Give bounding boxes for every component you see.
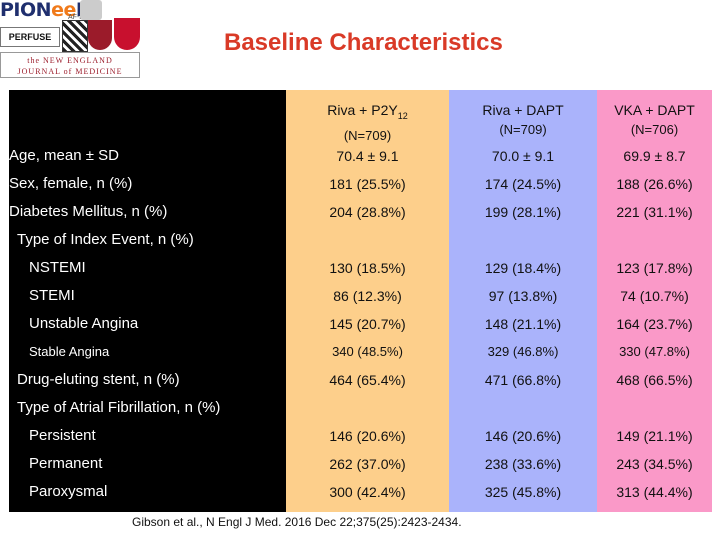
seal-logo [80,0,102,20]
cell: 129 (18.4%) [484,260,562,276]
cell: 130 (18.5%) [329,260,406,276]
cell: 148 (21.1%) [484,316,562,332]
table-row: Sex, female, n (%) 181 (25.5%) 174 (24.5… [9,174,712,194]
cell: 199 (28.1%) [484,204,562,220]
table-row: Age, mean ± SD 70.4 ± 9.1 70.0 ± 9.1 69.… [9,146,712,166]
citation: Gibson et al., N Engl J Med. 2016 Dec 22… [132,515,462,529]
cell: 164 (23.7%) [616,316,693,332]
cell: 313 (44.4%) [616,484,693,500]
table-row: Permanent 262 (37.0%) 238 (33.6%) 243 (3… [9,454,712,474]
column-riva-p2y12 [286,90,449,512]
table-row: Stable Angina 340 (48.5%) 329 (46.8%) 33… [9,342,712,362]
perfuse-logo: PERFUSE [0,27,60,47]
cell: 243 (34.5%) [616,456,693,472]
crest-logo-1 [62,20,88,52]
row-label: Diabetes Mellitus, n (%) [9,203,168,220]
cell: 174 (24.5%) [484,176,562,192]
baseline-table: Riva + P2Y12 (N=709) Riva + DAPT (N=709)… [9,90,712,512]
row-label: STEMI [29,287,75,304]
row-label: Stable Angina [29,344,110,359]
row-label: Paroxysmal [29,483,108,500]
cell: 238 (33.6%) [484,456,562,472]
cell: 69.9 ± 8.7 [623,148,686,164]
cell: 464 (65.4%) [329,372,406,388]
row-label: Type of Atrial Fibrillation, n (%) [17,399,221,416]
cell: 70.4 ± 9.1 [336,148,399,164]
column-header-2: Riva + DAPT (N=709) [482,102,564,137]
section-header-row: Type of Atrial Fibrillation, n (%) [9,398,712,418]
cell: 74 (10.7%) [620,288,689,304]
row-label: Type of Index Event, n (%) [17,231,194,248]
table-row: Diabetes Mellitus, n (%) 204 (28.8%) 199… [9,202,712,222]
cell: 340 (48.5%) [332,344,403,359]
cell: 221 (31.1%) [616,204,693,220]
cell: 300 (42.4%) [329,484,406,500]
cell: 204 (28.8%) [329,204,406,220]
column-vka-dapt [597,90,712,512]
cell: 325 (45.8%) [484,484,562,500]
row-label: Persistent [29,427,96,444]
table-row: NSTEMI 130 (18.5%) 129 (18.4%) 123 (17.8… [9,258,712,278]
cell: 471 (66.8%) [484,372,562,388]
cell: 330 (47.8%) [619,344,690,359]
harvard-crest-logo [114,18,140,50]
cell: 262 (37.0%) [329,456,406,472]
crest-logo-2 [88,20,112,50]
cell: 145 (20.7%) [329,316,406,332]
column-header-1: Riva + P2Y12 (N=709) [327,102,408,143]
section-header-row: Type of Index Event, n (%) [9,230,712,250]
row-label: Permanent [29,455,103,472]
cell: 70.0 ± 9.1 [491,148,555,164]
cell: 86 (12.3%) [333,288,402,304]
column-header-3: VKA + DAPT (N=706) [614,102,695,137]
cell: 181 (25.5%) [329,176,406,192]
column-riva-dapt [449,90,597,512]
row-label: Sex, female, n (%) [9,175,133,192]
table-row: Unstable Angina 145 (20.7%) 148 (21.1%) … [9,314,712,334]
row-label: NSTEMI [29,259,86,276]
cell: 329 (46.8%) [487,344,559,359]
nejm-logo: the NEW ENGLAND JOURNAL of MEDICINE [0,52,140,78]
table-row: Drug-eluting stent, n (%) 464 (65.4%) 47… [9,370,712,390]
table-row: STEMI 86 (12.3%) 97 (13.8%) 74 (10.7%) [9,286,712,306]
row-label: Unstable Angina [29,315,139,332]
cell: 188 (26.6%) [616,176,693,192]
afpci-label: AF-PCI [68,14,91,21]
row-label: Age, mean ± SD [9,147,119,164]
slide-title: Baseline Characteristics [224,29,503,56]
cell: 468 (66.5%) [616,372,693,388]
table-row: Persistent 146 (20.6%) 146 (20.6%) 149 (… [9,426,712,446]
cell: 97 (13.8%) [488,288,558,304]
row-label: Drug-eluting stent, n (%) [17,371,180,388]
logo-area: PIONeeR AF-PCI PERFUSE the NEW ENGLAND J… [0,0,146,80]
cell: 149 (21.1%) [616,428,693,444]
cell: 146 (20.6%) [484,428,562,444]
table-row: Paroxysmal 300 (42.4%) 325 (45.8%) 313 (… [9,482,712,502]
cell: 146 (20.6%) [329,428,406,444]
cell: 123 (17.8%) [616,260,693,276]
